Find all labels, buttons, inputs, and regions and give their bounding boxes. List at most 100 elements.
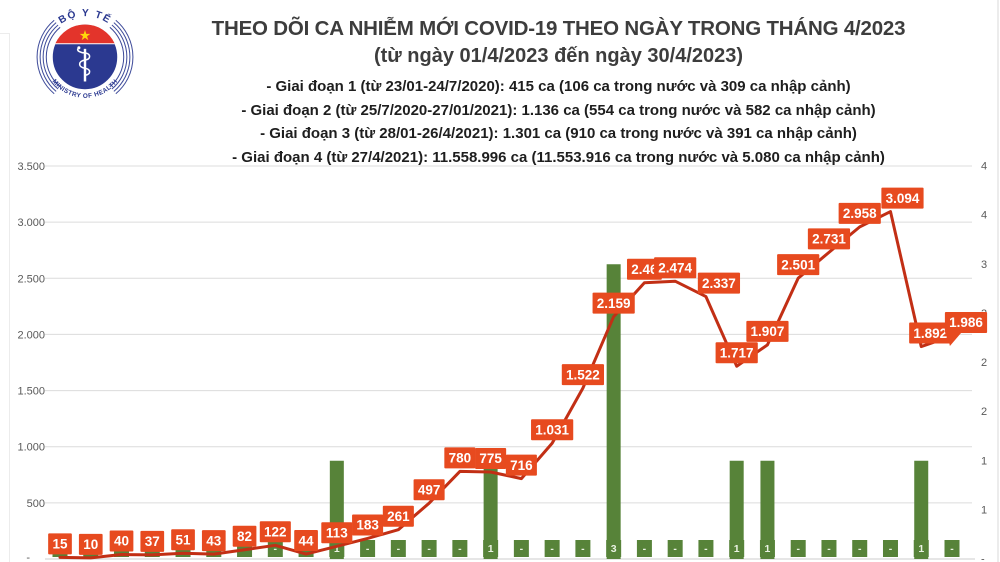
case-label: 716 bbox=[510, 458, 533, 473]
sheet-edge-top bbox=[0, 33, 10, 34]
left-axis-tick: 2.000 bbox=[17, 329, 45, 341]
death-label-box bbox=[852, 540, 868, 557]
case-label-box bbox=[78, 533, 103, 555]
case-label: 183 bbox=[356, 518, 379, 533]
death-label-box bbox=[790, 540, 806, 557]
case-label-box bbox=[715, 342, 758, 364]
case-label: 2.731 bbox=[812, 232, 846, 247]
case-label: 1.717 bbox=[720, 345, 754, 360]
case-label-box bbox=[294, 530, 318, 552]
death-label-box bbox=[360, 540, 376, 557]
svg-text:BỘ Y TẾ: BỘ Y TẾ bbox=[57, 7, 114, 26]
case-label: 1.892 bbox=[913, 326, 947, 341]
right-axis-tick: 3 bbox=[981, 259, 987, 271]
death-label: - bbox=[704, 543, 708, 555]
death-label-box bbox=[267, 540, 283, 557]
case-label: 775 bbox=[479, 451, 502, 466]
case-label-box bbox=[531, 419, 574, 441]
case-label-box bbox=[475, 447, 507, 469]
case-label-box bbox=[505, 454, 537, 476]
left-axis-tick: 500 bbox=[27, 498, 45, 510]
logo-side-arcs-icon bbox=[36, 19, 134, 95]
case-label: 82 bbox=[237, 529, 252, 544]
case-label-box bbox=[321, 522, 353, 544]
death-label: - bbox=[366, 543, 370, 555]
case-label-box bbox=[232, 525, 257, 547]
death-label: - bbox=[950, 543, 954, 555]
death-bar bbox=[483, 460, 498, 559]
case-label-box bbox=[746, 320, 789, 342]
death-label: - bbox=[643, 543, 647, 555]
death-label: - bbox=[827, 543, 831, 555]
case-label: 1.031 bbox=[535, 422, 569, 437]
case-label: 113 bbox=[326, 526, 348, 541]
death-label-box bbox=[667, 540, 683, 557]
right-axis-tick: - bbox=[981, 554, 985, 562]
case-label: 3.094 bbox=[886, 191, 920, 206]
death-label-box bbox=[483, 540, 499, 557]
case-label-box bbox=[413, 479, 445, 501]
death-label-box bbox=[882, 540, 898, 557]
case-label: 1.986 bbox=[949, 315, 983, 330]
death-label: - bbox=[427, 543, 431, 555]
death-label: - bbox=[889, 543, 893, 555]
case-label: 51 bbox=[176, 532, 192, 547]
case-label: 2.501 bbox=[781, 257, 815, 272]
right-axis-tick: 1 bbox=[981, 455, 987, 467]
case-label-box bbox=[561, 364, 604, 386]
case-label-box bbox=[140, 530, 165, 552]
death-label: - bbox=[458, 543, 462, 555]
chart-subtitle: (từ ngày 01/4/2023 đến ngày 30/4/2023) bbox=[373, 45, 744, 67]
case-label: 2.474 bbox=[658, 260, 692, 275]
death-label: - bbox=[274, 543, 278, 555]
death-label-box bbox=[698, 540, 714, 557]
left-axis-tick: 3.000 bbox=[17, 217, 45, 229]
ministry-of-health-logo: BỘ Y TẾ MINISTRY OF HEALTH bbox=[36, 7, 134, 100]
left-axis-tick: 2.500 bbox=[17, 273, 45, 285]
death-label: 1 bbox=[765, 543, 771, 555]
right-axis-tick: 4 bbox=[981, 210, 987, 222]
case-label-box bbox=[48, 533, 72, 555]
phase-3-line: - Giai đoạn 3 (từ 28/01-26/4/2021): 1.30… bbox=[260, 125, 857, 142]
death-label: - bbox=[520, 543, 524, 555]
chart-title: THEO DÕI CA NHIỄM MỚI COVID-19 THEO NGÀY… bbox=[211, 17, 906, 40]
case-label: 10 bbox=[83, 537, 98, 552]
case-label: 2.159 bbox=[597, 296, 631, 311]
death-label: - bbox=[796, 543, 800, 555]
case-label-box bbox=[777, 254, 820, 276]
case-label-box bbox=[109, 530, 134, 552]
death-label-box bbox=[729, 540, 745, 557]
death-label-box bbox=[513, 540, 529, 557]
case-label-box bbox=[944, 312, 988, 334]
case-label-box bbox=[592, 292, 635, 314]
death-label: 1 bbox=[488, 543, 494, 555]
death-label-box bbox=[575, 540, 591, 557]
logo-top-text: BỘ Y TẾ bbox=[57, 7, 113, 26]
sheet-edge-right bbox=[997, 0, 999, 562]
death-label-box bbox=[606, 540, 622, 557]
case-label: 261 bbox=[387, 509, 410, 524]
left-axis-tick: 1.500 bbox=[17, 386, 45, 398]
case-label: 44 bbox=[299, 533, 315, 548]
death-label-box bbox=[913, 540, 929, 557]
death-label: - bbox=[673, 543, 677, 555]
case-label: 2.958 bbox=[843, 206, 877, 221]
case-label: 2.46 bbox=[631, 262, 658, 277]
case-label: 2.337 bbox=[702, 276, 736, 291]
case-label-box bbox=[352, 514, 384, 536]
logo-star-icon bbox=[79, 29, 91, 41]
case-label-box bbox=[909, 322, 952, 344]
right-axis-tick: 1 bbox=[981, 504, 987, 516]
logo-staff-of-asclepius-icon bbox=[76, 46, 91, 82]
death-label: 3 bbox=[611, 543, 617, 555]
death-label: - bbox=[858, 543, 862, 555]
case-label-box bbox=[171, 529, 195, 551]
left-axis-tick: - bbox=[26, 552, 30, 562]
case-label: 497 bbox=[418, 482, 441, 497]
right-axis-tick: 2 bbox=[981, 406, 987, 418]
case-label: 37 bbox=[145, 534, 160, 549]
death-label: - bbox=[397, 543, 401, 555]
death-label: 1 bbox=[918, 543, 924, 555]
